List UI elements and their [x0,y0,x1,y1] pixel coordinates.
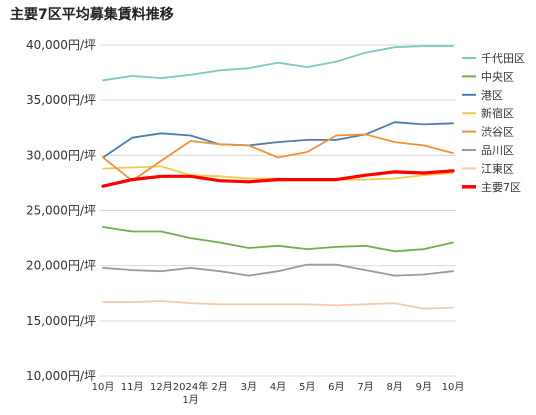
x-tick-label: 2月 [211,381,227,393]
x-tick-label: 4月 [270,381,286,393]
legend-label: 主要7区 [481,181,521,194]
y-tick-label: 30,000円/坪 [26,148,96,162]
series-line [102,121,454,159]
series-line [102,133,454,182]
series-line [102,45,454,82]
x-tick-label: 3月 [241,381,257,393]
x-tick-label: 10月 [442,381,465,393]
x-tick-label: 10月 [92,381,115,393]
legend-label: 江東区 [481,162,514,175]
series-line [101,169,455,188]
series-line [102,300,454,310]
y-tick-label: 15,000円/坪 [26,314,96,328]
series-line [102,226,454,253]
legend-label: 港区 [481,89,503,102]
series-lines [101,45,455,310]
x-tick-label: 8月 [386,381,402,393]
y-tick-label: 40,000円/坪 [26,38,96,52]
x-tick-label: 11月 [121,381,144,393]
legend-label: 渋谷区 [481,126,514,139]
legend-label: 品川区 [481,144,514,157]
x-tick-label: 2024年 1月 [173,380,208,406]
y-axis-ticks: 10,000円/坪 15,000円/坪 20,000円/坪 25,000円/坪 30,0… [26,38,96,383]
grid [100,44,456,377]
x-tick-label: 6月 [328,381,344,393]
series-line [102,263,454,277]
y-tick-label: 25,000円/坪 [26,204,96,218]
legend-label: 千代田区 [481,52,525,65]
y-tick-label: 20,000円/坪 [26,259,96,273]
x-tick-label: 5月 [299,381,315,393]
legend-label: 新宿区 [481,106,514,120]
x-tick-label: 9月 [416,381,432,393]
x-tick-label: 7月 [357,381,373,393]
chart-title: 主要7区平均募集賃料推移 [10,6,174,23]
y-tick-label: 35,000円/坪 [26,93,96,107]
y-tick-label: 10,000円/坪 [26,369,96,383]
x-tick-label: 12月 [150,381,173,393]
legend-label: 中央区 [481,70,514,83]
